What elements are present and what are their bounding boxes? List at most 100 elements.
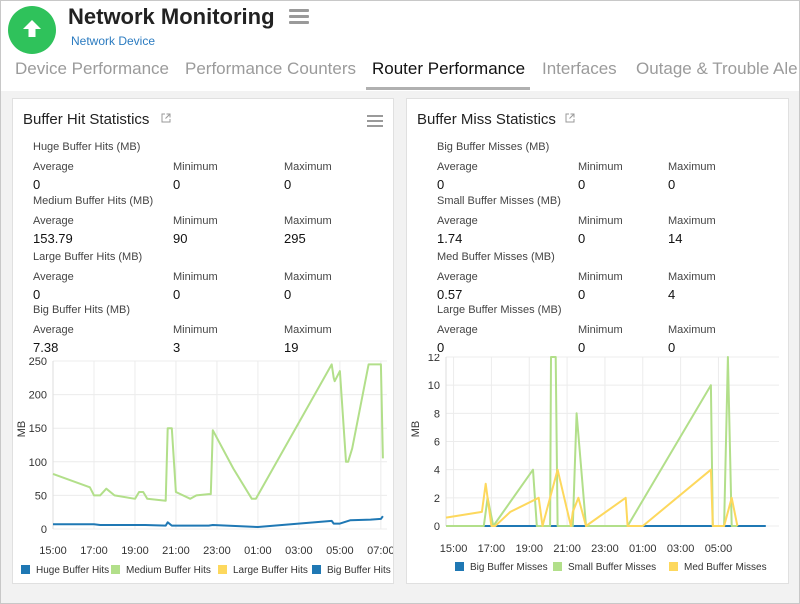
tab-router-performance[interactable]: Router Performance [372, 59, 526, 78]
average-value: 153.79 [33, 231, 73, 246]
tab-outage-trouble-alerts[interactable]: Outage & Trouble Ale [636, 59, 798, 78]
average-label: Average [437, 324, 478, 336]
metric-title: Large Buffer Misses (MB) [437, 304, 562, 316]
average-value: 0 [33, 177, 41, 192]
panel-menu-icon[interactable] [367, 115, 383, 128]
panel-title: Buffer Miss Statistics [417, 111, 556, 128]
y-tick-label: 50 [35, 490, 47, 502]
x-tick-label: 19:00 [515, 543, 543, 555]
y-tick-label: 150 [29, 423, 47, 435]
legend-label: Med Buffer Misses [684, 562, 767, 573]
y-tick-label: 200 [29, 390, 47, 402]
minimum-value: 0 [173, 177, 181, 192]
minimum-label: Minimum [173, 215, 218, 227]
y-axis-label: MB [410, 421, 422, 438]
maximum-value: 0 [668, 177, 676, 192]
minimum-label: Minimum [578, 271, 623, 283]
legend-label: Large Buffer Hits [233, 565, 308, 576]
y-tick-label: 6 [434, 437, 440, 449]
average-label: Average [33, 271, 74, 283]
external-link-icon[interactable] [565, 113, 575, 123]
maximum-label: Maximum [284, 215, 332, 227]
minimum-label: Minimum [578, 215, 623, 227]
series-line-medium-buffer-hits [52, 363, 384, 502]
metric-title: Small Buffer Misses (MB) [437, 195, 561, 207]
x-tick-label: 23:00 [591, 543, 619, 555]
menu-icon[interactable] [289, 9, 309, 25]
x-tick-label: 21:00 [162, 545, 190, 557]
legend-swatch [21, 565, 30, 574]
buffer-miss-statistics-panel: Buffer Miss Statistics Big Buffer Misses… [406, 98, 789, 584]
maximum-value: 0 [284, 177, 292, 192]
y-tick-label: 0 [41, 524, 47, 536]
metric-title: Big Buffer Hits (MB) [33, 304, 130, 316]
minimum-value: 0 [578, 177, 586, 192]
average-value: 0 [33, 287, 41, 302]
x-tick-label: 05:00 [705, 543, 733, 555]
series-line-med-buffer-misses [445, 468, 739, 527]
y-tick-label: 0 [434, 521, 440, 533]
average-value: 7.38 [33, 340, 59, 355]
average-label: Average [33, 324, 74, 336]
maximum-label: Maximum [668, 324, 716, 336]
metric-title: Medium Buffer Hits (MB) [33, 195, 154, 207]
x-tick-label: 17:00 [80, 545, 108, 557]
minimum-value: 90 [173, 231, 188, 246]
up-arrow-icon [23, 20, 41, 37]
legend-swatch [553, 562, 562, 571]
y-tick-label: 10 [428, 380, 440, 392]
legend-swatch [218, 565, 227, 574]
tab-device-performance[interactable]: Device Performance [15, 59, 170, 78]
y-tick-label: 100 [29, 457, 47, 469]
y-tick-label: 4 [434, 465, 440, 477]
maximum-value: 0 [668, 340, 676, 355]
y-tick-label: 8 [434, 408, 440, 420]
legend-label: Big Buffer Hits [327, 565, 391, 576]
x-tick-label: 15:00 [39, 545, 67, 557]
x-tick-label: 17:00 [478, 543, 506, 555]
network-device-link[interactable]: Network Device [71, 34, 156, 48]
x-tick-label: 03:00 [285, 545, 313, 557]
x-tick-label: 07:00 [367, 545, 393, 557]
average-value: 0 [437, 177, 445, 192]
maximum-value: 19 [284, 340, 299, 355]
maximum-label: Maximum [668, 215, 716, 227]
app-logo[interactable] [8, 6, 56, 54]
legend-label: Big Buffer Misses [470, 562, 548, 573]
maximum-label: Maximum [668, 271, 716, 283]
legend-label: Huge Buffer Hits [36, 565, 109, 576]
tab-bar: Device Performance Performance Counters … [1, 57, 799, 91]
tab-performance-counters[interactable]: Performance Counters [185, 59, 357, 78]
average-label: Average [437, 215, 478, 227]
average-value: 0.57 [437, 287, 463, 302]
metric-title: Med Buffer Misses (MB) [437, 251, 555, 263]
maximum-label: Maximum [284, 271, 332, 283]
metric-title: Large Buffer Hits (MB) [33, 251, 143, 263]
average-value: 1.74 [437, 231, 463, 246]
legend-label: Medium Buffer Hits [126, 565, 211, 576]
average-label: Average [437, 161, 478, 173]
x-tick-label: 19:00 [121, 545, 149, 557]
tab-interfaces[interactable]: Interfaces [542, 59, 617, 78]
legend-swatch [111, 565, 120, 574]
minimum-label: Minimum [173, 324, 218, 336]
minimum-value: 3 [173, 340, 181, 355]
buffer-hit-statistics-panel: Buffer Hit Statistics Huge Buffer Hits (… [12, 98, 394, 584]
legend-label: Small Buffer Misses [568, 562, 656, 573]
maximum-label: Maximum [284, 324, 332, 336]
series-line-big-buffer-hits [53, 515, 384, 528]
average-label: Average [33, 161, 74, 173]
maximum-label: Maximum [284, 161, 332, 173]
external-link-icon[interactable] [161, 113, 171, 123]
minimum-label: Minimum [578, 161, 623, 173]
average-label: Average [437, 271, 478, 283]
legend-swatch [312, 565, 321, 574]
metric-title: Huge Buffer Hits (MB) [33, 141, 141, 153]
minimum-value: 0 [173, 287, 181, 302]
buffer-miss-chart: 0 2 4 6 8 10 12 15:00 17:00 19:00 21:00 23:00 01:00 0… [410, 354, 779, 573]
app-header: Network Monitoring Network Device Device… [1, 1, 799, 91]
x-tick-label: 21:00 [553, 543, 581, 555]
y-axis-label: MB [16, 421, 28, 438]
legend-swatch [669, 562, 678, 571]
buffer-hit-chart: 0 50 100 150 200 250 15:00 17:00 19:00 21:00 23:00… [16, 356, 393, 576]
